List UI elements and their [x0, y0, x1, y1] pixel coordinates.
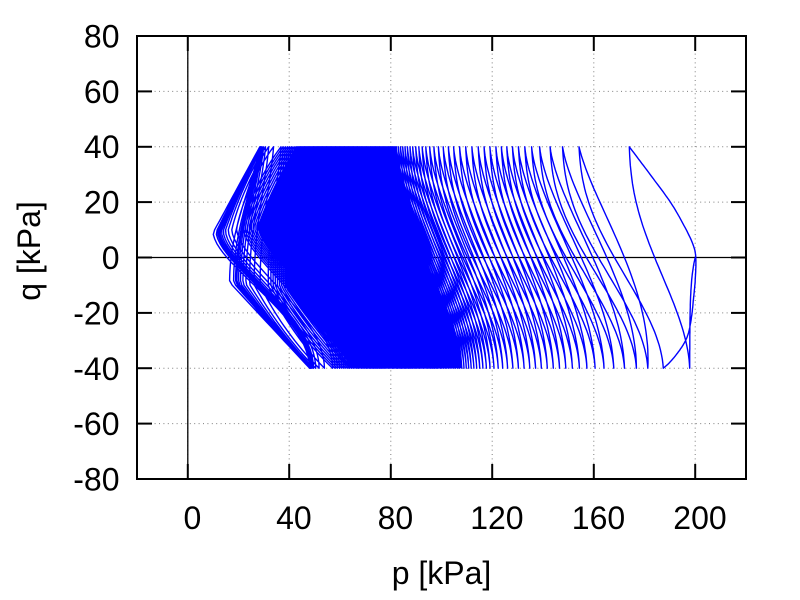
svg-text:p [kPa]: p [kPa] — [392, 555, 492, 591]
svg-text:0: 0 — [184, 500, 202, 536]
svg-text:200: 200 — [673, 500, 726, 536]
svg-text:20: 20 — [84, 185, 120, 221]
svg-text:120: 120 — [470, 500, 523, 536]
svg-text:-20: -20 — [73, 295, 119, 331]
svg-text:80: 80 — [378, 500, 414, 536]
svg-text:q [kPa]: q [kPa] — [11, 201, 47, 301]
svg-text:80: 80 — [84, 19, 120, 55]
svg-text:60: 60 — [84, 74, 120, 110]
svg-text:-60: -60 — [73, 406, 119, 442]
svg-text:160: 160 — [572, 500, 625, 536]
svg-text:40: 40 — [84, 129, 120, 165]
svg-text:-40: -40 — [73, 351, 119, 387]
svg-text:40: 40 — [276, 500, 312, 536]
svg-text:0: 0 — [102, 240, 120, 276]
svg-text:-80: -80 — [73, 462, 119, 498]
